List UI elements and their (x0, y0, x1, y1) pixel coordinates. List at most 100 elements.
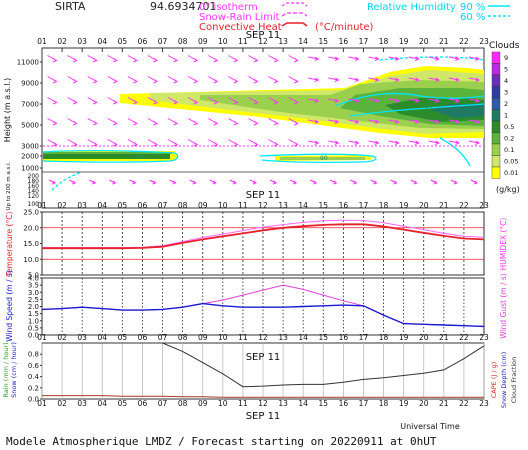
xsec-y-ticks: 11000 9000 7000 5000 3000 2000 100020018016014… (17, 59, 42, 208)
y-tick-label: 5.0 (28, 272, 39, 280)
cloud-scale-box (491, 132, 501, 145)
wind-arrow-low (249, 179, 257, 185)
cloud-scale-box (491, 166, 501, 179)
wind-arrow (308, 56, 320, 61)
wind-arrow (268, 76, 279, 84)
hour-tick-label: 17 (359, 333, 369, 342)
clouds-title: Clouds (489, 41, 520, 51)
rh-contour-low-right (259, 153, 377, 164)
legend-samples (281, 2, 308, 27)
wind-arrow (368, 98, 380, 103)
hour-tick-label: 23 (479, 333, 489, 342)
rain-ylabel: Rain (mm / hour) (2, 342, 10, 397)
cloud-scale-label: 5 (504, 66, 508, 74)
hour-tick-label: 21 (439, 333, 449, 342)
cloud-scale-box (491, 86, 501, 99)
xsec-y-tick-label: 2000 (21, 153, 39, 161)
universal-time-label: Universal Time (400, 422, 460, 431)
y-tick-label: 0.5 (28, 324, 39, 332)
convheat-sample (281, 22, 308, 27)
wind-arrow (428, 77, 440, 82)
wind-arrow (368, 77, 380, 82)
xsec-ylabel-lower: Up to 200 m a.s.l. (6, 161, 12, 210)
date-label-top: SEP 11 (246, 30, 281, 41)
hour-tick-label: 22 (459, 201, 469, 210)
hour-tick-label: 23 (479, 399, 489, 408)
hour-tick-label: 15 (318, 37, 328, 46)
hour-tick-label: 06 (138, 399, 148, 408)
wind-arrow (248, 97, 259, 105)
cloud-scale-box (491, 109, 501, 122)
wind-arrow (308, 98, 320, 103)
hour-tick-label: 09 (198, 201, 208, 210)
wind-arrow-low (48, 179, 56, 185)
wind-arrow (408, 140, 420, 145)
wind-arrow (328, 119, 340, 124)
wind-arrow (47, 55, 58, 63)
legend-rh: Relative Humidity (367, 2, 456, 13)
wind-arrow (408, 98, 420, 103)
temperature-grid (41, 212, 485, 275)
rh-contour-mid (349, 103, 485, 117)
wind-arrow (107, 97, 118, 105)
cloud-scale-box (491, 51, 501, 64)
wind-arrows (47, 55, 481, 185)
wind-arrow (228, 76, 239, 84)
hour-tick-label: 11 (238, 399, 248, 408)
hour-tick-label: 19 (399, 333, 409, 342)
wind-arrow (348, 77, 360, 82)
hour-tick-label: 08 (178, 399, 188, 408)
hour-tick-label: 06 (138, 37, 148, 46)
hour-tick-label: 07 (158, 399, 168, 408)
wind-arrow (288, 97, 299, 105)
snow-depth-ylabel: Snow Depth (cm) (500, 352, 508, 408)
wind-arrow-low (129, 179, 137, 185)
wind-arrow (368, 140, 380, 145)
wind-arrow (147, 118, 159, 126)
wind-arrow (448, 77, 460, 82)
station-coords: 94.6934701 (150, 0, 216, 13)
hour-tick-label: 15 (318, 201, 328, 210)
hour-tick-label: 03 (77, 37, 87, 46)
wind-arrow (127, 55, 138, 63)
legend-snow-rain: Snow-Rain Limit (199, 12, 280, 23)
contour-label-90b: 90 (135, 154, 143, 161)
date-label-wind: SEP 11 (246, 352, 281, 363)
temperature-ylabel: Temperature (°C) (5, 212, 14, 278)
wind-arrow (388, 98, 400, 103)
hour-tick-label: 03 (77, 333, 87, 342)
hour-tick-rows: 01 02 03 04 05 06 07 08 09 10 11 12 13 14 15 16 17 18 19 20… (37, 37, 489, 408)
y-tick-label: 10.0 (23, 256, 39, 264)
hour-tick-label: 01 (37, 37, 47, 46)
cloud-scale-label: 0.5 (504, 123, 514, 131)
wind-arrow (388, 77, 400, 82)
wind-arrow-low (209, 179, 217, 185)
wind-arrow (187, 76, 199, 84)
hour-tick-label: 10 (218, 333, 228, 342)
hour-tick-label: 17 (359, 37, 369, 46)
rain-line (42, 395, 484, 398)
hour-tick-label: 22 (459, 37, 469, 46)
y-tick-label: 20.0 (23, 224, 39, 232)
wind-arrow (147, 139, 159, 147)
wind-arrow (127, 139, 138, 147)
wind-speed-line (41, 302, 485, 328)
xsec-y-tick-label: 11000 (17, 59, 39, 67)
wind-arrow (308, 119, 320, 124)
wind-arrow-low (289, 179, 298, 185)
wind-arrow (308, 77, 320, 82)
wind-arrow (248, 139, 259, 147)
wind-arrow (268, 97, 279, 105)
xsec-y-tick-label-lower: 200 (28, 173, 40, 180)
cloud-scale-label: 4 (504, 77, 508, 85)
xsec-y-tick-label-lower: 160 (28, 183, 40, 190)
wind-arrow (468, 119, 481, 124)
hour-tick-label: 04 (97, 201, 107, 210)
hour-tick-label: 04 (97, 37, 107, 46)
temperature-line (42, 223, 485, 250)
wind-arrow-low (310, 179, 318, 185)
wind-arrow (388, 56, 400, 61)
hour-tick-label: 13 (278, 201, 288, 210)
hour-tick-label: 18 (379, 37, 389, 46)
legend-conv-unit: (°C/minute) (315, 22, 374, 33)
